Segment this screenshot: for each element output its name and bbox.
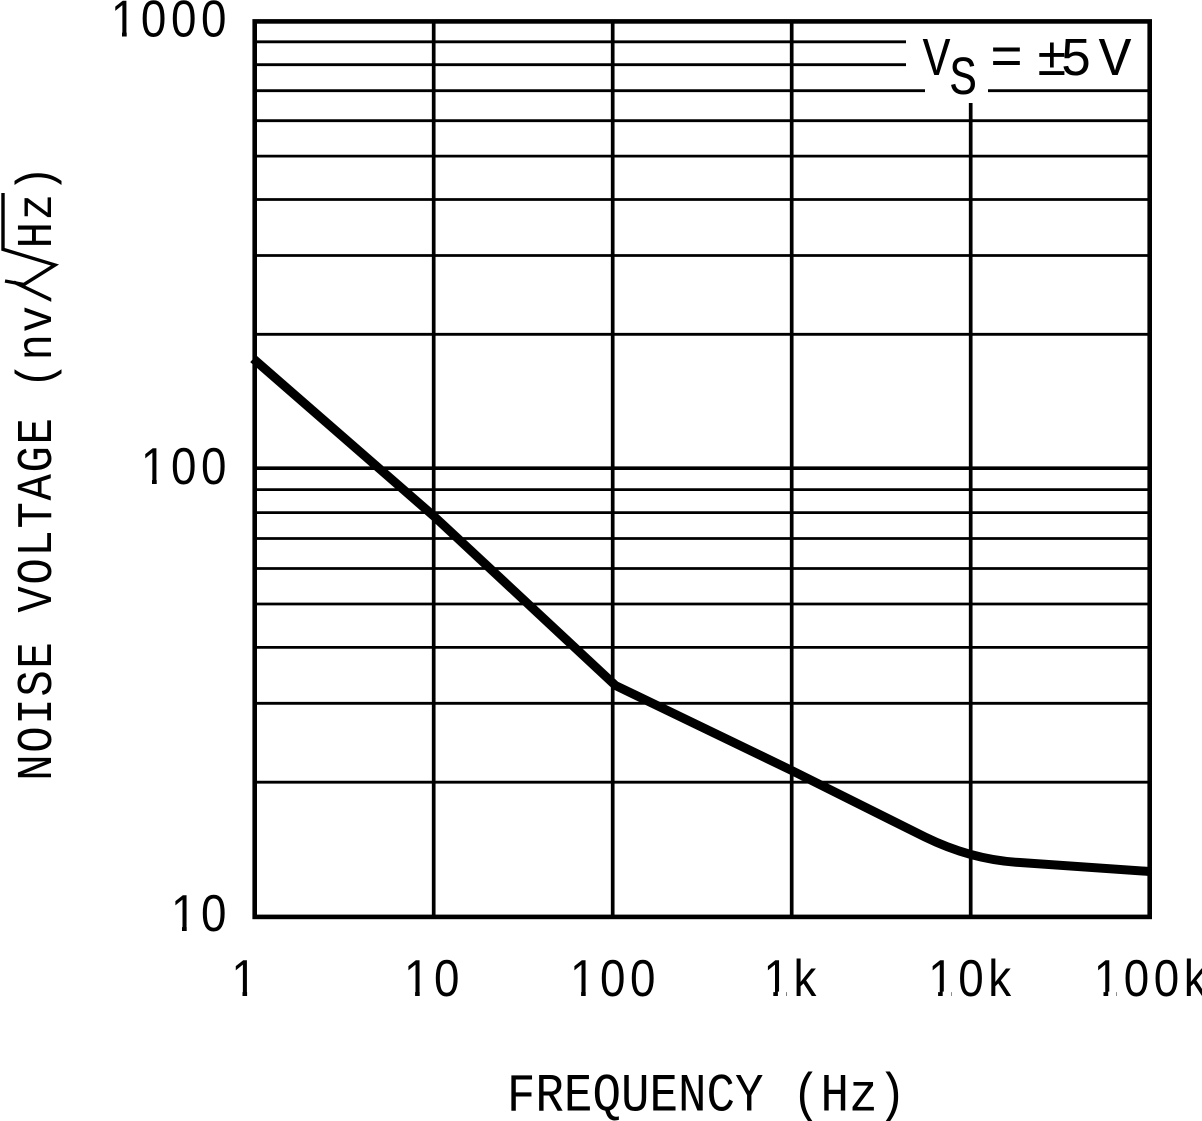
svg-text:1k: 1k xyxy=(763,950,820,1007)
svg-text:10k: 10k xyxy=(928,950,1016,1007)
svg-text:10: 10 xyxy=(404,950,464,1007)
svg-text:FREQUENCY (Hz): FREQUENCY (Hz) xyxy=(507,1067,906,1121)
svg-text:100: 100 xyxy=(570,950,660,1007)
svg-text:1: 1 xyxy=(231,950,261,1007)
svg-text:100k: 100k xyxy=(1094,950,1202,1007)
svg-text:10: 10 xyxy=(171,886,231,943)
svg-text:V: V xyxy=(1099,29,1132,92)
svg-text:NOISE VOLTAGE (nv/ Hz): NOISE VOLTAGE (nv/ Hz) xyxy=(11,164,67,781)
svg-text:=: = xyxy=(990,28,1023,91)
svg-text:1000: 1000 xyxy=(111,0,231,48)
svg-text:100: 100 xyxy=(141,438,231,495)
svg-text:±: ± xyxy=(1036,31,1067,93)
svg-text:5: 5 xyxy=(1060,30,1092,92)
svg-text:S: S xyxy=(949,50,977,111)
svg-text:V: V xyxy=(923,31,951,92)
